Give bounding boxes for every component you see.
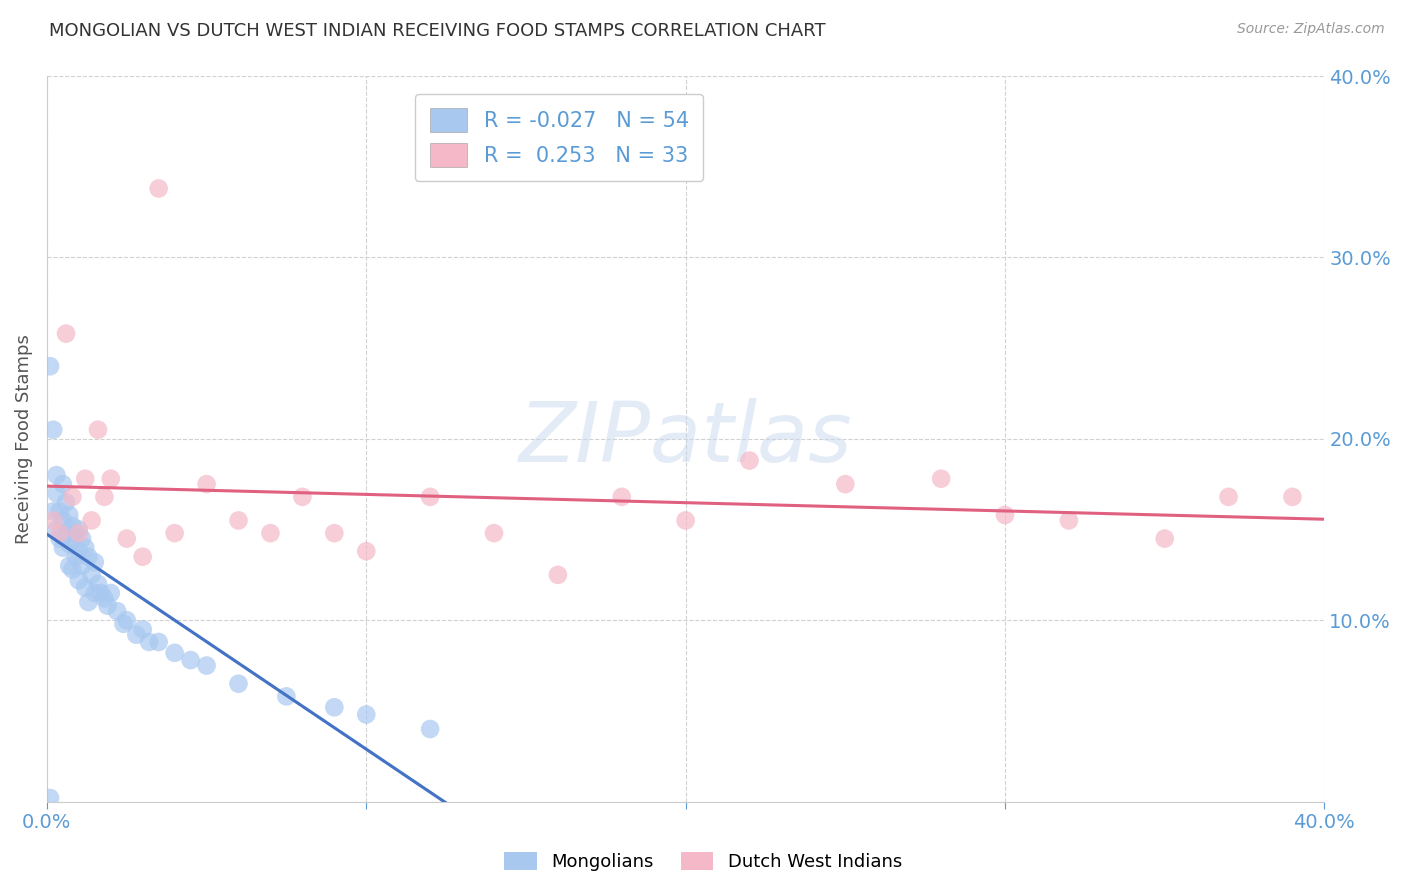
Point: [97, 599, 120, 613]
Point: [994, 508, 1017, 522]
Point: [356, 544, 378, 558]
Point: [58, 508, 80, 522]
Point: [58, 558, 80, 573]
Point: [52, 541, 75, 555]
Point: [90, 586, 112, 600]
Point: [1281, 490, 1303, 504]
Point: [55, 495, 77, 509]
Point: [276, 690, 298, 704]
Point: [138, 635, 160, 649]
Point: [70, 558, 93, 573]
Point: [131, 622, 153, 636]
Point: [163, 646, 186, 660]
Point: [547, 567, 569, 582]
Point: [55, 326, 77, 341]
Point: [52, 477, 75, 491]
Point: [131, 549, 153, 564]
Point: [77, 549, 100, 564]
Point: [42, 423, 65, 437]
Text: Source: ZipAtlas.com: Source: ZipAtlas.com: [1237, 22, 1385, 37]
Point: [105, 604, 128, 618]
Point: [55, 526, 77, 541]
Point: [48, 526, 70, 541]
Point: [62, 532, 84, 546]
Point: [87, 577, 110, 591]
Point: [75, 581, 97, 595]
Point: [148, 635, 170, 649]
Point: [67, 574, 90, 588]
Text: MONGOLIAN VS DUTCH WEST INDIAN RECEIVING FOOD STAMPS CORRELATION CHART: MONGOLIAN VS DUTCH WEST INDIAN RECEIVING…: [49, 22, 825, 40]
Point: [356, 707, 378, 722]
Point: [48, 532, 70, 546]
Point: [115, 532, 138, 546]
Point: [75, 541, 97, 555]
Point: [62, 519, 84, 533]
Legend: Mongolians, Dutch West Indians: Mongolians, Dutch West Indians: [496, 845, 910, 879]
Point: [65, 549, 87, 564]
Point: [675, 513, 697, 527]
Point: [58, 537, 80, 551]
Point: [228, 513, 250, 527]
Point: [125, 628, 148, 642]
Point: [42, 504, 65, 518]
Point: [62, 562, 84, 576]
Text: ZIPatlas: ZIPatlas: [519, 399, 852, 479]
Point: [419, 490, 441, 504]
Point: [610, 490, 633, 504]
Y-axis label: Receiving Food Stamps: Receiving Food Stamps: [15, 334, 32, 544]
Point: [52, 513, 75, 527]
Point: [77, 595, 100, 609]
Point: [259, 526, 281, 541]
Point: [80, 567, 103, 582]
Point: [834, 477, 856, 491]
Point: [112, 616, 135, 631]
Point: [70, 532, 93, 546]
Point: [67, 526, 90, 541]
Point: [100, 586, 122, 600]
Point: [419, 722, 441, 736]
Point: [1153, 532, 1175, 546]
Point: [45, 468, 67, 483]
Point: [100, 472, 122, 486]
Point: [323, 526, 346, 541]
Point: [39, 359, 62, 374]
Point: [67, 523, 90, 537]
Point: [195, 658, 218, 673]
Point: [83, 586, 105, 600]
Point: [738, 453, 761, 467]
Point: [42, 513, 65, 527]
Point: [1218, 490, 1240, 504]
Point: [83, 555, 105, 569]
Point: [228, 676, 250, 690]
Point: [180, 653, 202, 667]
Point: [1057, 513, 1080, 527]
Point: [45, 486, 67, 500]
Point: [93, 591, 115, 606]
Point: [195, 477, 218, 491]
Point: [39, 791, 62, 805]
Point: [87, 423, 110, 437]
Point: [115, 613, 138, 627]
Point: [67, 544, 90, 558]
Point: [148, 181, 170, 195]
Point: [163, 526, 186, 541]
Point: [80, 513, 103, 527]
Point: [62, 490, 84, 504]
Point: [291, 490, 314, 504]
Point: [65, 526, 87, 541]
Point: [323, 700, 346, 714]
Point: [48, 504, 70, 518]
Legend: R = -0.027   N = 54, R =  0.253   N = 33: R = -0.027 N = 54, R = 0.253 N = 33: [415, 94, 703, 181]
Point: [482, 526, 505, 541]
Point: [45, 523, 67, 537]
Point: [929, 472, 952, 486]
Point: [75, 472, 97, 486]
Point: [93, 490, 115, 504]
